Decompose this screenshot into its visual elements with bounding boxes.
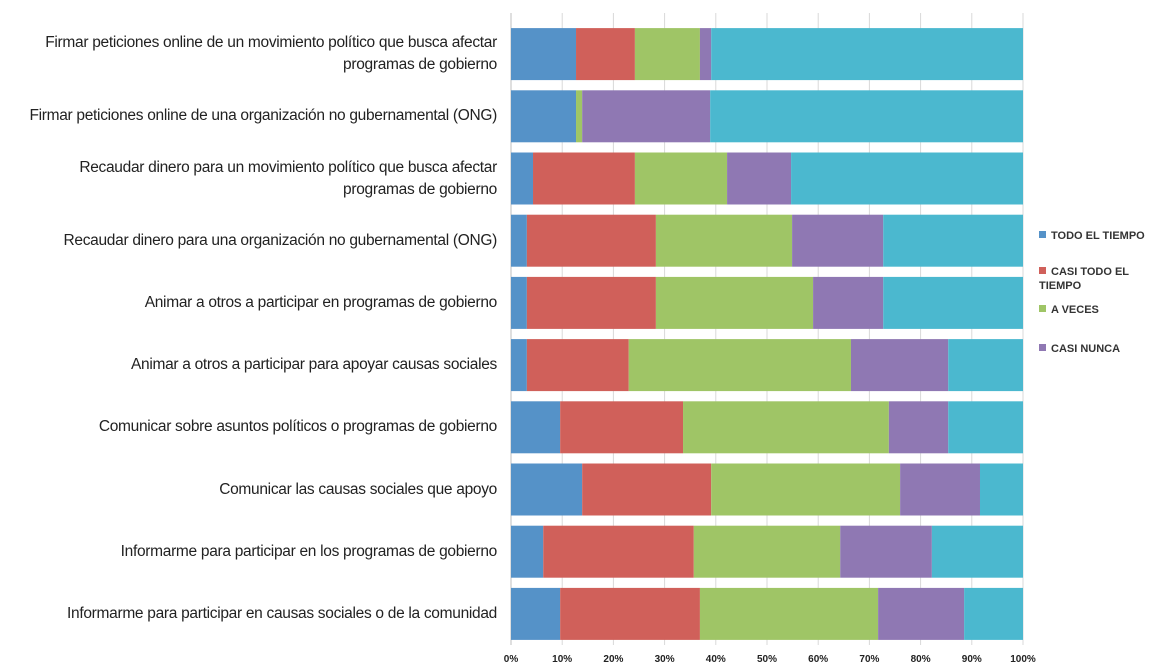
bar-segment: [850, 339, 949, 392]
bar-segment: [883, 214, 1023, 267]
legend-swatch: [1039, 305, 1046, 312]
bar-segment: [576, 90, 583, 143]
y-tick-label: Animar a otros a participar en programas…: [144, 293, 498, 311]
bar-segment: [576, 28, 635, 81]
legend-label: CASI TODO EL TIEMPO: [1039, 266, 1129, 292]
legend-label: TODO EL TIEMPO: [1051, 230, 1145, 242]
bar-segment: [582, 90, 711, 143]
y-tick-label: Firmar peticiones online de un movimient…: [45, 34, 497, 74]
bar-segment: [840, 525, 932, 578]
bar-segment: [683, 401, 889, 454]
bar-segment: [582, 463, 712, 516]
bar-segment: [655, 214, 793, 267]
x-tick-label: 70%: [859, 654, 880, 665]
y-tick-label: Informarme para participar en causas soc…: [67, 604, 497, 622]
y-tick-label: Animar a otros a participar para apoyar …: [130, 356, 497, 374]
bar-segment: [511, 214, 527, 267]
bar-segment: [634, 28, 700, 81]
legend-item: TODO EL TIEMPO: [1039, 229, 1164, 243]
bar-segment: [727, 152, 792, 205]
y-tick-label: Recaudar dinero para una organización no…: [63, 231, 498, 249]
bar-segment: [710, 90, 1023, 143]
bar-segment: [533, 152, 635, 205]
legend-label: A VECES: [1051, 304, 1099, 316]
bar-segment: [628, 339, 851, 392]
bar-segment: [526, 276, 656, 329]
bar-segment: [979, 463, 1023, 516]
x-tick-label: 40%: [705, 654, 726, 665]
bar-segment: [560, 587, 700, 640]
bar-segment: [655, 276, 814, 329]
legend-item: CASI TODO EL TIEMPO: [1039, 265, 1164, 293]
bar-segment: [634, 152, 728, 205]
legend-label: CASI NUNCA: [1051, 343, 1121, 355]
x-tick-label: 60%: [808, 654, 829, 665]
bar-segment: [511, 525, 544, 578]
bar-segment: [511, 339, 527, 392]
bar-segment: [511, 401, 561, 454]
legend-item: CASI NUNCA: [1039, 342, 1164, 356]
bar-segment: [511, 276, 527, 329]
bar-segment: [813, 276, 884, 329]
x-tick-label: 90%: [961, 654, 982, 665]
bar-segment: [693, 525, 841, 578]
bar-segment: [931, 525, 1023, 578]
bar-segment: [792, 214, 884, 267]
x-tick-label: 80%: [910, 654, 931, 665]
bar-segment: [511, 463, 583, 516]
bar-segment: [699, 587, 879, 640]
x-tick-label: 20%: [603, 654, 624, 665]
x-tick-label: 30%: [654, 654, 675, 665]
bar-segment: [948, 401, 1023, 454]
bar-segment: [791, 152, 1023, 205]
bar-segment: [699, 28, 712, 81]
x-tick-label: 10%: [552, 654, 573, 665]
x-tick-label: 50%: [756, 654, 778, 665]
bar-segment: [900, 463, 980, 516]
bar-segment: [511, 152, 534, 205]
legend-swatch: [1039, 231, 1046, 238]
legend-swatch: [1039, 344, 1046, 351]
bar-segment: [511, 587, 561, 640]
bar-segment: [888, 401, 949, 454]
bar-segment: [878, 587, 965, 640]
y-tick-label: Recaudar dinero para un movimiento polít…: [79, 158, 497, 198]
bar-segment: [711, 463, 901, 516]
bar-segment: [711, 28, 1023, 81]
bar-segment: [964, 587, 1023, 640]
legend-item: A VECES: [1039, 303, 1164, 317]
y-tick-label: Comunicar sobre asuntos políticos o prog…: [98, 418, 497, 436]
x-tick-label: 0%: [503, 654, 519, 665]
bar-segment: [948, 339, 1023, 392]
bar-segment: [543, 525, 694, 578]
bar-segment: [511, 90, 577, 143]
bar-segment: [526, 339, 629, 392]
bar-segment: [560, 401, 684, 454]
y-tick-label: Comunicar las causas sociales que apoyo: [219, 480, 497, 498]
x-tick-label: 100%: [1010, 654, 1036, 665]
y-tick-label: Informarme para participar en los progra…: [120, 542, 498, 560]
legend-swatch: [1039, 267, 1046, 274]
bar-segment: [511, 28, 577, 81]
y-tick-label: Firmar peticiones online de una organiza…: [29, 107, 497, 125]
bar-segment: [883, 276, 1023, 329]
bar-segment: [526, 214, 656, 267]
